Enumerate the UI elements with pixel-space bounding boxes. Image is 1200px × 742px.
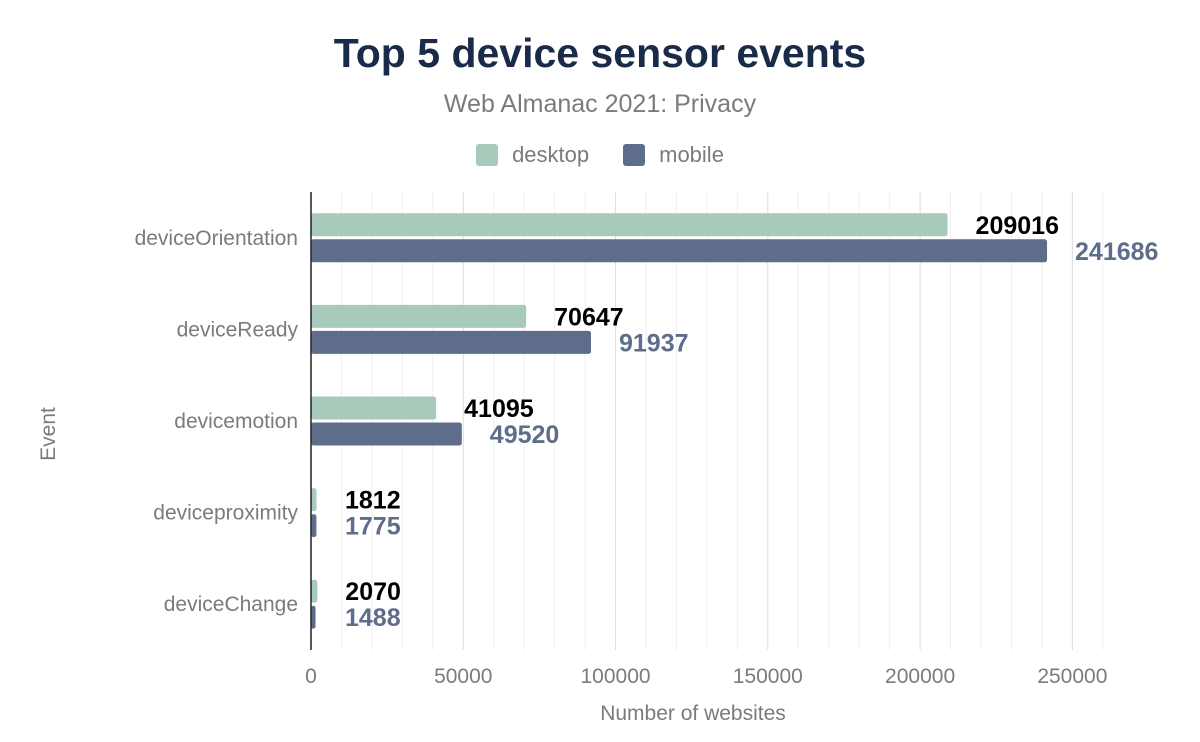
bar-desktop[interactable] <box>311 488 317 512</box>
x-tick-label: 250000 <box>1037 665 1107 688</box>
legend-label-desktop: desktop <box>512 142 590 167</box>
data-label-desktop: 1812 <box>345 487 401 515</box>
data-label-desktop: 41095 <box>464 395 534 423</box>
grid-layer <box>340 192 1104 650</box>
data-label-mobile: 1488 <box>345 604 401 632</box>
category-label: deviceproximity <box>153 502 298 525</box>
bar-mobile[interactable] <box>311 239 1048 263</box>
category-label: devicemotion <box>174 410 298 433</box>
category-label: deviceReady <box>177 318 299 341</box>
data-label-mobile: 49520 <box>490 421 560 449</box>
x-tick-label: 150000 <box>733 665 803 688</box>
bar-mobile[interactable] <box>311 514 317 538</box>
legend-item-mobile[interactable]: mobile <box>623 142 724 168</box>
data-label-mobile: 241686 <box>1075 238 1158 266</box>
x-tick-label: 200000 <box>885 665 955 688</box>
legend-label-mobile: mobile <box>659 142 724 167</box>
category-label: deviceChange <box>164 593 298 616</box>
data-label-desktop: 209016 <box>976 212 1059 240</box>
chart-subtitle: Web Almanac 2021: Privacy <box>443 90 757 118</box>
y-axis-label: Event <box>37 407 60 461</box>
x-tick-label: 50000 <box>434 665 492 688</box>
x-axis-label: Number of websites <box>600 702 786 725</box>
bar-mobile[interactable] <box>311 330 591 354</box>
bar-desktop[interactable] <box>311 579 318 603</box>
legend: desktop mobile <box>0 142 1200 168</box>
bar-desktop[interactable] <box>311 396 437 420</box>
legend-swatch-desktop <box>476 144 499 166</box>
data-label-mobile: 1775 <box>345 513 401 541</box>
category-label: deviceOrientation <box>135 227 298 250</box>
x-tick-label: 100000 <box>581 665 651 688</box>
bars-layer <box>311 213 1048 629</box>
bar-desktop[interactable] <box>311 213 948 237</box>
data-label-desktop: 2070 <box>345 578 401 606</box>
data-label-desktop: 70647 <box>554 303 624 331</box>
bar-desktop[interactable] <box>311 304 527 328</box>
data-label-mobile: 91937 <box>619 329 689 357</box>
y-tick-labels: deviceOrientation deviceReady devicemotion… <box>135 227 299 616</box>
bar-mobile[interactable] <box>311 605 316 629</box>
x-tick-label: 0 <box>305 665 317 688</box>
legend-item-desktop[interactable]: desktop <box>476 142 589 168</box>
x-tick-labels: 0 50000 100000 150000 200000 250000 <box>305 665 1107 688</box>
legend-swatch-mobile <box>623 144 646 166</box>
chart-title: Top 5 device sensor events <box>333 30 867 76</box>
bar-mobile[interactable] <box>311 422 462 446</box>
